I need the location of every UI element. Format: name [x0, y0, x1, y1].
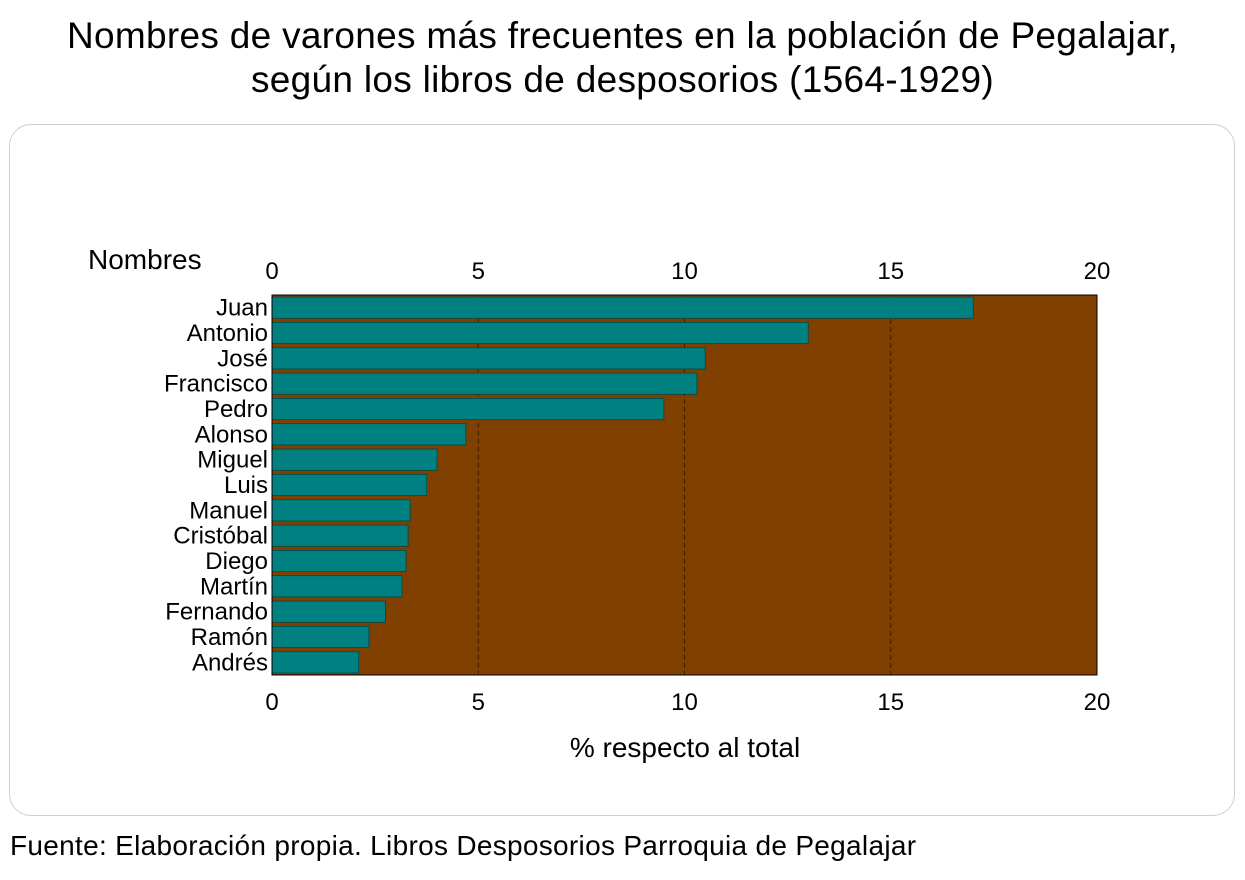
x-axis-title: % respecto al total: [570, 732, 800, 763]
category-label: Andrés: [192, 649, 268, 676]
category-label: José: [217, 345, 268, 372]
bar: [271, 549, 407, 573]
x-tick-label-bottom: 15: [877, 689, 904, 716]
category-label: Martín: [200, 573, 268, 600]
title-line-2: según los libros de desposorios (1564-19…: [250, 59, 995, 100]
y-axis-title: Nombres: [88, 244, 202, 275]
category-label: Francisco: [164, 371, 268, 398]
bar: [271, 321, 809, 345]
plot-frame: [271, 294, 1098, 676]
category-label: Cristóbal: [173, 523, 268, 550]
category-label: Manuel: [189, 497, 268, 524]
bar: [271, 448, 438, 471]
x-tick-label-bottom: 5: [472, 689, 485, 716]
chart-title: Nombres de varones más frecuentes en la …: [0, 14, 1245, 102]
category-label: Alonso: [195, 421, 268, 448]
bar: [271, 600, 386, 623]
x-tick-label-top: 15: [877, 258, 904, 285]
bar: [271, 524, 409, 547]
category-label: Fernando: [165, 599, 268, 626]
bar: [271, 347, 706, 370]
category-label: Ramón: [191, 624, 268, 651]
bar: [271, 499, 411, 522]
bar: [271, 372, 698, 395]
bar: [271, 423, 467, 446]
bar: [271, 296, 974, 319]
x-tick-label-top: 10: [671, 258, 698, 285]
category-label: Pedro: [204, 396, 268, 423]
bar: [271, 575, 403, 598]
category-label: Luis: [224, 472, 268, 499]
bar: [271, 651, 360, 674]
bar: [271, 625, 370, 649]
x-tick-label-top: 20: [1084, 258, 1111, 285]
x-tick-label-top: 5: [472, 258, 485, 285]
source-note: Fuente: Elaboración propia. Libros Despo…: [10, 830, 917, 861]
x-tick-label-bottom: 20: [1084, 689, 1111, 716]
category-label: Diego: [205, 548, 268, 575]
category-label: Juan: [216, 295, 268, 322]
x-tick-label-top: 0: [265, 258, 278, 285]
bar: [271, 397, 665, 421]
category-label: Miguel: [197, 447, 268, 474]
title-line-1: Nombres de varones más frecuentes en la …: [66, 15, 1179, 56]
bar: [271, 473, 428, 497]
x-tick-label-bottom: 10: [671, 689, 698, 716]
category-label: Antonio: [187, 320, 268, 347]
x-tick-label-bottom: 0: [265, 689, 278, 716]
